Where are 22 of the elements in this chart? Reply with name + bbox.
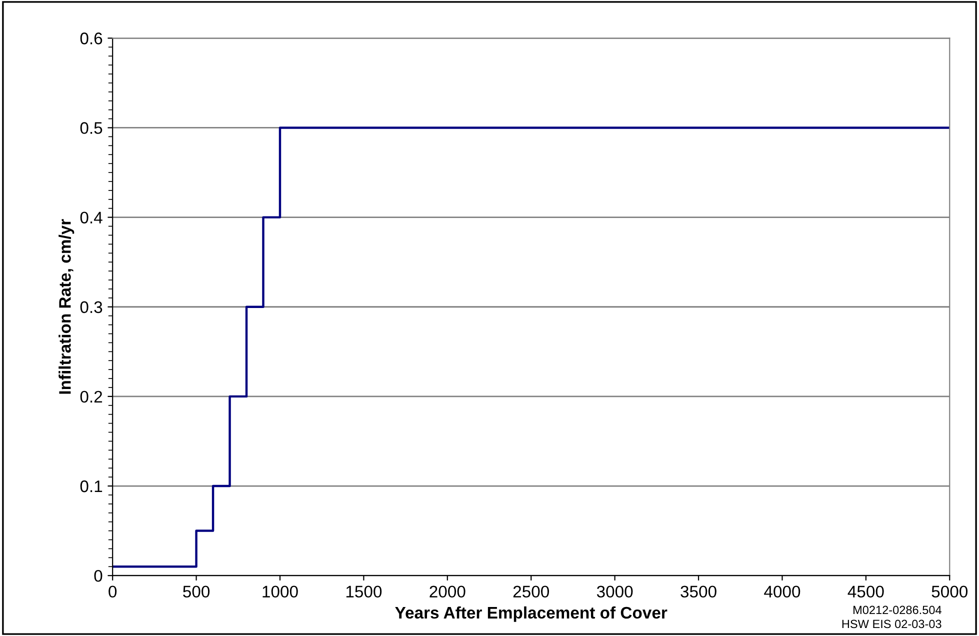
- x-tick-label: 4000: [764, 586, 800, 598]
- text: M0212-0286.504: [854, 606, 942, 614]
- y-tick-label: 0.6: [80, 32, 102, 44]
- y-tick-label: 0: [94, 570, 102, 582]
- text: HSW EIS 02-03-03: [842, 620, 942, 628]
- y-tick-label: 0.3: [80, 301, 102, 314]
- x-tick-label: 1000: [262, 586, 298, 598]
- x-tick-label: 0: [108, 586, 117, 598]
- x-tick-label: 3000: [596, 586, 633, 598]
- x-tick-label: 2000: [430, 586, 466, 598]
- y-tick-label: 0.4: [80, 212, 102, 224]
- x-tick-label: 3500: [680, 586, 716, 598]
- x-tick-label: 4500: [848, 586, 884, 598]
- y-tick-label: 0.5: [80, 122, 102, 134]
- x-tick-label: 500: [183, 586, 210, 598]
- x-tick-label: 2500: [513, 586, 549, 598]
- x-axis-title: Years After Emplacement of Cover: [395, 606, 668, 622]
- y-tick-label: 0.1: [80, 480, 102, 492]
- y-tick-label: 0.2: [80, 390, 102, 403]
- x-tick-label: 5000: [932, 586, 968, 598]
- y-axis-title: Infiltration Rate, cm/yr: [58, 219, 74, 394]
- x-tick-label: 1500: [346, 586, 382, 598]
